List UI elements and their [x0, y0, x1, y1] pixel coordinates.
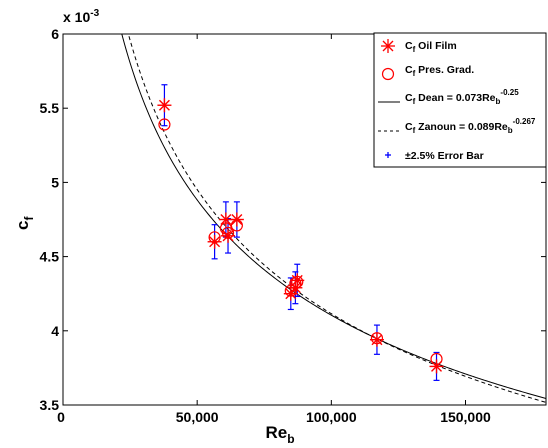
x-tick-label: 0	[57, 409, 65, 425]
y-tick-label: 5.5	[40, 100, 60, 116]
y-axis-label: cf	[13, 216, 36, 230]
oil-film-marker	[221, 228, 236, 243]
legend-box	[373, 32, 547, 168]
y-multiplier-exponent: -3	[90, 8, 99, 19]
legend-asterisk-icon	[381, 39, 395, 53]
y-tick-label: 4	[51, 323, 59, 339]
legend-circle-icon	[381, 67, 395, 81]
x-tick-label: 150,000	[440, 409, 491, 425]
legend: Cf Oil Film Cf Pres. Grad. Cf Dean = 0.0…	[373, 32, 547, 168]
x-axis-label: Reb	[265, 423, 294, 446]
x-tick-label: 100,000	[306, 409, 357, 425]
y-tick-label: 6	[51, 26, 59, 42]
oil-film-marker	[157, 98, 172, 113]
legend-entry-pres-grad: Cf Pres. Grad.	[381, 64, 474, 81]
plot-area-frame	[62, 33, 547, 406]
pres-grad-marker	[158, 118, 171, 131]
y-axis-label-sub: f	[22, 216, 36, 221]
y-multiplier: x 10-3	[63, 8, 100, 25]
zanoun-correlation-line	[127, 34, 546, 403]
y-tick-label: 4.5	[40, 249, 60, 265]
correlation-curves	[121, 34, 546, 403]
x-tick-label: 50,000	[176, 409, 219, 425]
oil-film-marker	[229, 212, 244, 227]
legend-entry-zanoun: Cf Zanoun = 0.089Reb-0.267	[378, 117, 536, 135]
legend-entry-oil-film: Cf Oil Film	[381, 39, 457, 54]
legend-label-oil-film: Cf Oil Film	[405, 40, 457, 54]
oil-film-marker	[290, 273, 305, 288]
legend-label-pres-grad: Cf Pres. Grad.	[405, 64, 474, 78]
y-tick-label: 3.5	[40, 397, 60, 413]
legend-label-dean: Cf Dean = 0.073Reb-0.25	[405, 88, 519, 106]
axis-ticks: 0 50,000 100,000 150,000 3.5 4 4.5 5 5.5 6	[40, 26, 546, 425]
y-tick-label: 5	[51, 174, 59, 190]
dean-correlation-line	[121, 34, 546, 399]
legend-label-zanoun: Cf Zanoun = 0.089Reb-0.267	[405, 117, 536, 135]
legend-entry-error-bar: ±2.5% Error Bar	[385, 150, 484, 162]
oil-film-marker	[369, 332, 384, 347]
y-multiplier-base: x 10	[63, 9, 90, 25]
legend-entry-dean: Cf Dean = 0.073Reb-0.25	[378, 88, 519, 106]
oil-film-marker	[429, 359, 444, 374]
oil-film-marker	[207, 234, 222, 249]
legend-label-error-bar: ±2.5% Error Bar	[405, 150, 484, 162]
x-axis-label-sub: b	[287, 432, 294, 446]
legend-errorbar-icon	[385, 152, 391, 158]
x-axis-label-main: Re	[265, 423, 287, 442]
y-axis-label-main: c	[13, 221, 32, 230]
data-markers	[157, 98, 444, 374]
